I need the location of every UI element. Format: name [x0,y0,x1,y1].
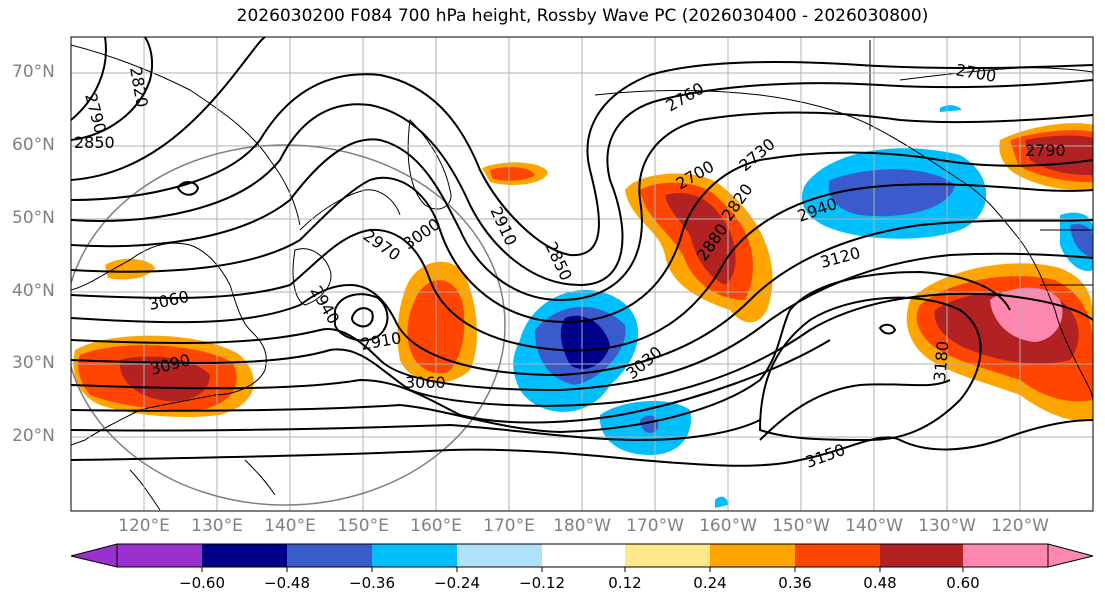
lon-label: 120°W [991,516,1049,536]
contour-label: 2760 [663,79,708,116]
alaska-coastline [594,89,1021,241]
contour-label: 2970 [360,226,404,265]
anomaly-shading [73,105,1093,508]
colorbar-tick-label: 0.12 [608,574,642,592]
north-america-coastline [1019,239,1093,401]
contour-label: 2790 [1025,141,1066,160]
colorbar-tick-label: 0.24 [693,574,727,592]
lon-label: 120°E [118,516,170,536]
colorbar-segment [287,544,372,567]
contour-3150 [71,419,1093,467]
lon-label: 170°E [483,516,535,536]
lon-label: 150°E [337,516,389,536]
lon-label: 170°W [626,516,684,536]
contour-3060 [71,252,1093,392]
colorbar-segment [457,544,542,567]
colorbar-segment [880,544,963,567]
lon-label: 150°W [772,516,830,536]
kamchatka-coastline [407,118,452,210]
lat-label-40n: 40°N [12,281,55,301]
lat-label-60n: 60°N [12,135,55,155]
asia-coastline-north [71,44,301,226]
contour-label: 2700 [954,60,997,86]
contour-label: 3180 [930,340,952,382]
contour-label: 3120 [818,243,862,272]
colorbar-tick-label: 0.60 [946,574,980,592]
coastlines [71,40,1093,511]
colorbar-tick-label: −0.24 [434,574,480,592]
colorbar-segment [542,544,625,567]
contour-label: 3060 [147,287,191,314]
colorbar-tick-label: −0.48 [264,574,310,592]
lat-label-30n: 30°N [12,353,55,373]
contour-label: 2820 [126,65,152,108]
colorbar-segment [710,544,795,567]
lon-label: 180°W [553,516,611,536]
map-title: 2026030200 F084 700 hPa height, Rossby W… [236,6,929,26]
colorbar-tick-label: 0.36 [778,574,812,592]
contour-label: 3150 [803,440,848,472]
map-frame [70,36,1094,512]
contour-label: 2730 [735,134,778,175]
lon-label: 160°E [410,516,462,536]
colorbar-tick-label: −0.60 [179,574,225,592]
colorbar [70,543,1094,572]
contour-label: 2850 [541,239,575,284]
lon-label: 160°W [699,516,757,536]
contour-label: 3060 [405,373,446,392]
colorbar-tick-label: 0.48 [863,574,897,592]
lat-label-20n: 20°N [12,426,55,446]
colorbar-tick-label: −0.12 [519,574,565,592]
colorbar-segment [963,544,1048,567]
lat-label-70n: 70°N [12,62,55,82]
contour-label: 2850 [74,133,115,152]
lon-label: 130°W [918,516,976,536]
colorbar-segment [117,544,202,567]
colorbar-segment [795,544,880,567]
contour-label: 2910 [359,328,402,354]
colorbar-segment [202,544,287,567]
colorbar-tick-label: −0.36 [349,574,395,592]
lon-label: 140°W [845,516,903,536]
lat-label-50n: 50°N [12,208,55,228]
asia-coastline [71,242,267,446]
contour-label: 2790 [81,91,110,135]
lon-label: 140°E [264,516,316,536]
lon-label: 130°E [191,516,243,536]
colorbar-segment [372,544,457,567]
graticule [71,37,1093,511]
colorbar-extend-left [70,543,118,568]
region-circle [71,144,506,506]
colorbar-extend-right [1047,543,1094,568]
height-contours [71,37,1093,467]
colorbar-segment [625,544,710,567]
contour-label: 2910 [486,204,520,249]
